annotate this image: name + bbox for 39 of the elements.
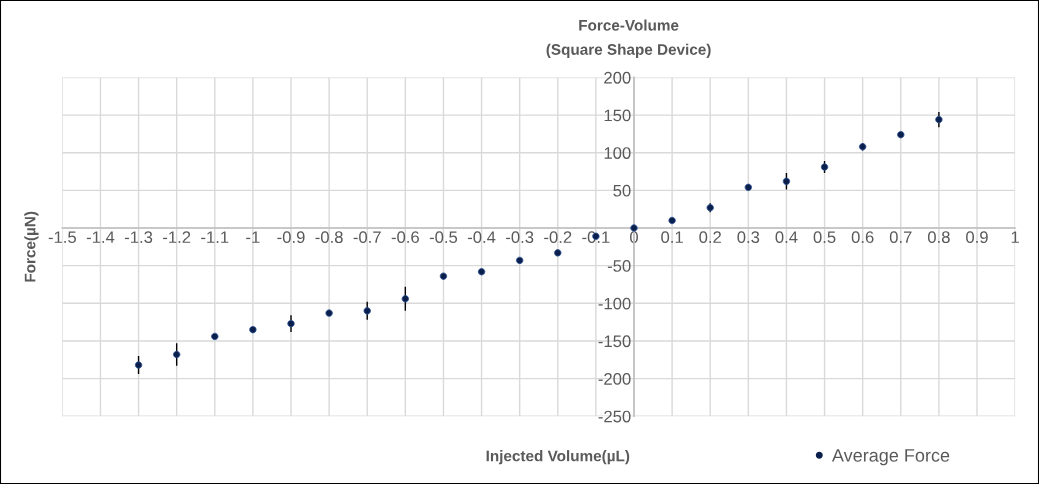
x-tick-label: 0 <box>630 231 638 244</box>
y-tick-label: -150 <box>598 335 631 348</box>
x-tick-label: -0.6 <box>391 231 419 244</box>
y-tick-label: -50 <box>607 260 631 272</box>
y-tick-label: 200 <box>604 71 631 84</box>
y-tick-label: -100 <box>598 297 631 310</box>
x-tick-label: -1.2 <box>163 231 191 243</box>
y-tick-label: 100 <box>604 147 631 159</box>
x-tick-label: -1.1 <box>201 231 229 243</box>
x-tick-label: 0.6 <box>851 231 874 244</box>
x-tick-label: -1.3 <box>124 231 153 244</box>
y-tick-label: -200 <box>598 373 631 385</box>
y-axis-title: Force(µN) <box>24 211 39 282</box>
chart-title: Force-Volume <box>579 19 679 31</box>
x-tick-label: -0.2 <box>544 231 572 244</box>
x-tick-label: 0.2 <box>699 231 721 244</box>
x-tick-label: -0.5 <box>429 231 458 244</box>
x-tick-label: 0.4 <box>775 231 798 244</box>
y-tick-label: -250 <box>598 410 631 423</box>
x-tick-label: -0.4 <box>467 231 496 244</box>
x-tick-label: -1 <box>246 231 260 243</box>
x-tick-label: 0.9 <box>966 231 988 244</box>
y-tick-label: 150 <box>604 109 631 122</box>
x-tick-label: -1.5 <box>48 231 76 244</box>
x-tick-label: -0.8 <box>315 231 343 244</box>
x-tick-label: 0.7 <box>889 231 912 244</box>
x-tick-label: -0.3 <box>506 231 534 244</box>
x-tick-label: -1.4 <box>86 231 115 243</box>
x-tick-label: 0.5 <box>813 231 836 244</box>
legend-label: Average Force <box>831 449 950 466</box>
x-tick-label: 0.3 <box>737 231 760 244</box>
x-tick-label: 0.8 <box>927 231 950 244</box>
x-tick-label: 1 <box>1011 231 1019 243</box>
x-axis-title: Injected Volume(µL) <box>486 450 630 465</box>
x-tick-label: 0.1 <box>661 231 683 244</box>
x-tick-label: -0.7 <box>353 231 381 244</box>
y-tick-label: 50 <box>613 184 631 197</box>
x-tick-label: -0.9 <box>277 231 305 244</box>
chart-subtitle: (Square Shape Device) <box>546 43 711 58</box>
